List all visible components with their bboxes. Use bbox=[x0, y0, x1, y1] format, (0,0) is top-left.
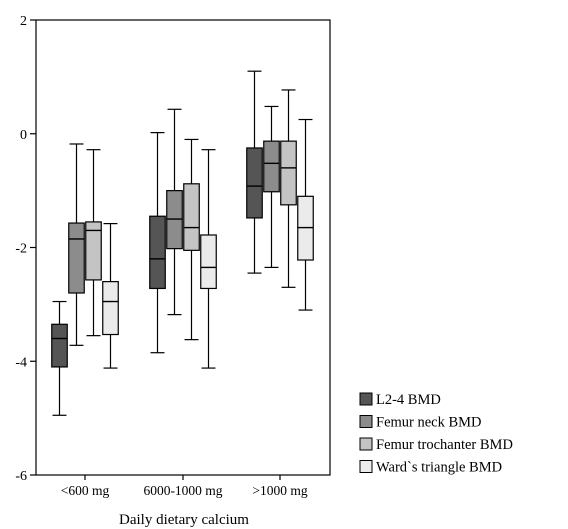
box-0-1 bbox=[149, 132, 166, 354]
box-1-0 bbox=[68, 143, 85, 346]
legend-swatch bbox=[359, 437, 373, 451]
legend: L2-4 BMD Femur neck BMD Femur trochanter B… bbox=[359, 392, 513, 476]
box-iqr bbox=[85, 221, 102, 281]
box-iqr bbox=[51, 323, 68, 368]
box-3-0 bbox=[102, 223, 119, 369]
legend-swatch bbox=[359, 460, 373, 473]
box-iqr bbox=[149, 215, 166, 290]
box-iqr bbox=[280, 140, 297, 206]
box-iqr bbox=[263, 140, 280, 193]
x-axis-title: Daily dietary calcium bbox=[119, 512, 249, 528]
legend-swatch bbox=[359, 392, 373, 406]
legend-label: Femur neck BMD bbox=[376, 415, 482, 431]
box-iqr bbox=[102, 281, 119, 336]
box-iqr bbox=[68, 222, 85, 294]
box-1-1 bbox=[166, 108, 183, 316]
box-iqr bbox=[246, 147, 263, 219]
y-tick-label: 2 bbox=[20, 14, 27, 29]
box-3-2 bbox=[297, 118, 314, 311]
y-tick-label: -2 bbox=[15, 242, 27, 257]
y-axis: -6 -4 -2 0 2 bbox=[15, 14, 36, 484]
y-tick-label: -4 bbox=[15, 355, 27, 370]
y-tick-label: 0 bbox=[20, 128, 27, 143]
legend-label: L2-4 BMD bbox=[376, 392, 441, 408]
box-2-1 bbox=[183, 138, 200, 341]
box-1-2 bbox=[263, 105, 280, 269]
box-0-2 bbox=[246, 70, 263, 274]
box-iqr bbox=[183, 183, 200, 251]
legend-swatch bbox=[359, 415, 373, 428]
x-category-label: 6000-1000 mg bbox=[143, 483, 222, 498]
box-2-2 bbox=[280, 89, 297, 288]
legend-label: Ward`s triangle BMD bbox=[376, 460, 502, 476]
box-series-layer bbox=[51, 70, 314, 416]
y-tick-label: -6 bbox=[15, 469, 27, 484]
legend-label: Femur trochanter BMD bbox=[376, 437, 513, 453]
x-axis: <600 mg 6000-1000 mg >1000 mg bbox=[61, 475, 308, 498]
box-iqr bbox=[200, 234, 217, 290]
box-2-0 bbox=[85, 149, 102, 337]
x-category-label: <600 mg bbox=[61, 483, 110, 498]
box-0-0 bbox=[51, 300, 68, 416]
box-3-1 bbox=[200, 149, 217, 369]
x-category-label: >1000 mg bbox=[252, 483, 307, 498]
